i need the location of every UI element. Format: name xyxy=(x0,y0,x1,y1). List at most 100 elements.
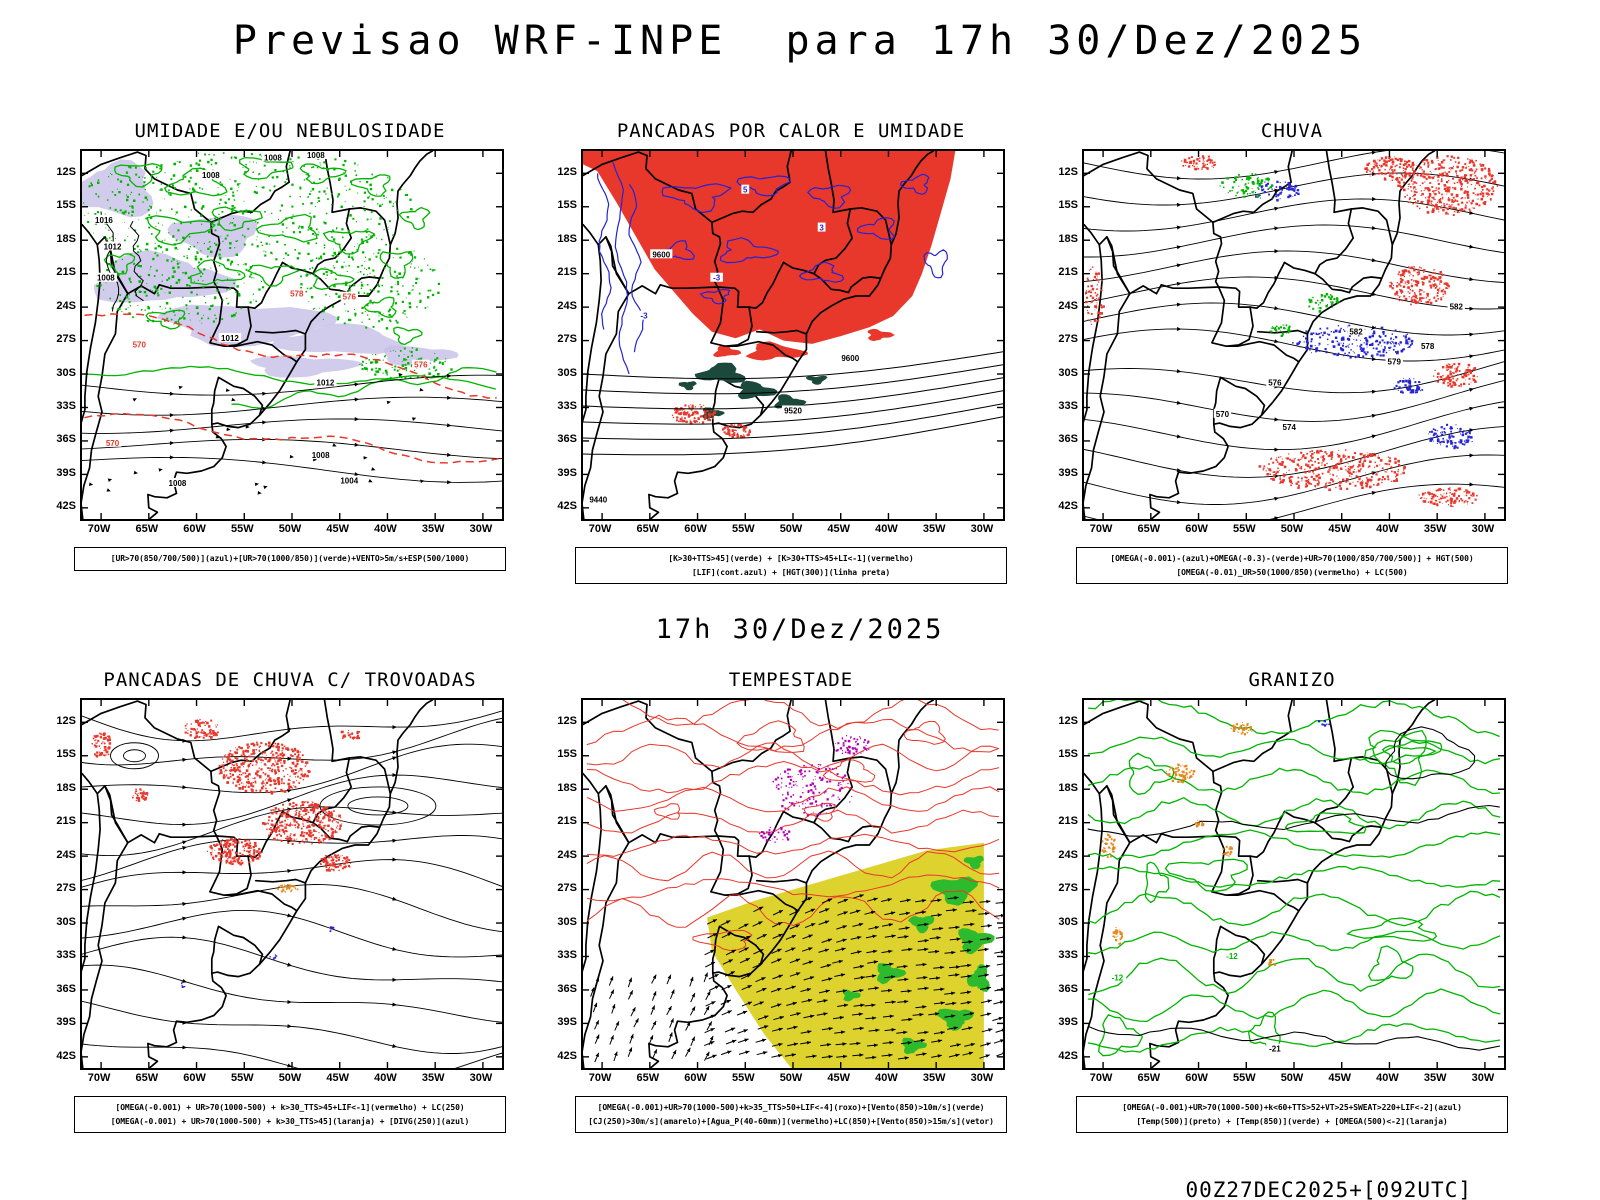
svg-text:9440: 9440 xyxy=(589,496,607,505)
lat-label: 33S xyxy=(1058,399,1078,412)
lon-label: 50W xyxy=(779,523,803,535)
lat-label: 24S xyxy=(557,848,577,861)
panel-title: TEMPESTADE xyxy=(728,669,854,692)
map-svg-tempestade xyxy=(583,700,1003,1069)
svg-text:1008: 1008 xyxy=(202,171,220,180)
lat-label: 30S xyxy=(56,366,76,379)
top-row: UMIDADE E/OU NEBULOSIDADE 1008 1008 1008 101… xyxy=(46,120,1600,585)
lat-label: 39S xyxy=(1058,1016,1078,1029)
lat-label: 12S xyxy=(56,714,76,727)
lat-label: 27S xyxy=(56,333,76,346)
map-frame: -12 -21 -12 12S 15S 18S 21S 24S 27S 30S 33S 36S 39S 4… xyxy=(1048,698,1549,1088)
lon-label: 35W xyxy=(922,1072,946,1085)
map-plot: 1008 1008 1008 1016 1012 1008 1012 1012 1008 1008… xyxy=(80,149,504,521)
map-frame: 1008 1008 1008 1016 1012 1008 1012 1012 1008 1008… xyxy=(46,149,547,539)
lat-label: 42S xyxy=(1058,500,1078,513)
lat-label: 39S xyxy=(1058,466,1078,479)
lon-label: 45W xyxy=(326,1072,350,1085)
run-info-footer: 00Z27DEC2025+[092UTC] xyxy=(1185,1178,1472,1200)
lat-label: 30S xyxy=(557,915,577,928)
map-frame: 12S 15S 18S 21S 24S 27S 30S 33S 36S 39S 42S 70W 65W 6… xyxy=(547,698,1048,1088)
lat-label: 21S xyxy=(56,815,76,828)
forecast-panel-trovoadas: PANCADAS DE CHUVA C/ TROVOADAS 12S 15S 18S 2… xyxy=(46,669,547,1134)
lat-label: 15S xyxy=(557,748,577,761)
svg-text:1008: 1008 xyxy=(169,479,187,488)
lon-label: 40W xyxy=(875,523,898,535)
lon-label: 35W xyxy=(421,1072,445,1085)
lat-label: 36S xyxy=(56,982,76,995)
map-plot xyxy=(80,698,504,1071)
lon-label: 30W xyxy=(1471,1072,1495,1085)
lat-label: 15S xyxy=(1058,199,1078,212)
lat-label: 30S xyxy=(56,915,76,928)
page-title: Previsao WRF-INPE para 17h 30/Dez/2025 xyxy=(232,18,1368,64)
lon-label: 40W xyxy=(1376,1072,1399,1085)
svg-text:579: 579 xyxy=(1388,357,1402,366)
lon-label: 50W xyxy=(1280,523,1304,535)
lat-label: 33S xyxy=(1058,949,1078,962)
svg-text:582: 582 xyxy=(1349,327,1363,336)
lat-label: 18S xyxy=(1058,781,1078,794)
lon-label: 40W xyxy=(374,523,397,535)
caption-line: [K>30+TTS>45](verde) + [K>30+TTS>45+LI<-… xyxy=(668,554,914,563)
lat-label: 27S xyxy=(1058,882,1078,895)
svg-text:578: 578 xyxy=(290,289,304,298)
forecast-subtitle: 17h 30/Dez/2025 xyxy=(655,614,945,646)
svg-text:582: 582 xyxy=(1450,303,1464,312)
caption-line: [Temp(500)](preto) + [Temp(850)](verde) … xyxy=(1136,1116,1448,1126)
lat-label: 24S xyxy=(1058,299,1078,312)
caption-box: [K>30+TTS>45](verde) + [K>30+TTS>45+LI<-… xyxy=(575,547,1007,585)
svg-text:-3: -3 xyxy=(641,312,649,321)
lat-label: 12S xyxy=(557,714,577,727)
lon-label: 30W xyxy=(469,1072,493,1085)
svg-text:1008: 1008 xyxy=(307,151,325,160)
caption-line: [OMEGA(-0.001) + UR>70(1000-500) + k>30_… xyxy=(110,1116,470,1126)
lat-label: 42S xyxy=(557,500,577,513)
lon-label: 50W xyxy=(278,1072,302,1085)
lat-label: 42S xyxy=(1058,1049,1078,1062)
lat-label: 15S xyxy=(557,199,577,212)
svg-text:5: 5 xyxy=(743,186,748,195)
caption-line: [OMEGA(-0.001)+UR>70(1000-500)+k>35_TTS>… xyxy=(597,1103,985,1113)
svg-text:574: 574 xyxy=(1283,423,1297,432)
svg-text:570: 570 xyxy=(133,341,147,350)
map-plot: 9600 9600 9520 9440 5 -3 3 -3 xyxy=(581,149,1005,521)
lat-label: 15S xyxy=(56,748,76,761)
lat-label: 30S xyxy=(1058,915,1078,928)
panel-title: PANCADAS DE CHUVA C/ TROVOADAS xyxy=(103,669,477,692)
panel-title: UMIDADE E/OU NEBULOSIDADE xyxy=(134,120,446,142)
lat-label: 39S xyxy=(557,1016,577,1029)
lat-label: 21S xyxy=(1058,266,1078,279)
lat-label: 18S xyxy=(56,232,76,245)
lat-label: 18S xyxy=(557,781,577,794)
svg-text:576: 576 xyxy=(1268,379,1282,388)
lat-label: 30S xyxy=(557,366,577,379)
lat-label: 12S xyxy=(56,165,76,178)
caption-box: [OMEGA(-0.001)-(azul)+OMEGA(-0.3)-(verde… xyxy=(1076,547,1508,585)
lat-label: 27S xyxy=(1058,333,1078,346)
lat-label: 27S xyxy=(557,882,577,895)
lon-label: 70W xyxy=(87,523,111,535)
lon-label: 70W xyxy=(87,1072,111,1085)
lon-label: 40W xyxy=(374,1072,397,1085)
lat-label: 18S xyxy=(557,232,577,245)
svg-text:1012: 1012 xyxy=(221,334,239,343)
map-svg-umidade: 1008 1008 1008 1016 1012 1008 1012 1012 1008 1008… xyxy=(82,151,502,519)
svg-text:1016: 1016 xyxy=(95,216,113,225)
panels-grid: UMIDADE E/OU NEBULOSIDADE 1008 1008 1008 101… xyxy=(0,120,1600,1134)
lat-label: 33S xyxy=(557,399,577,412)
lat-label: 24S xyxy=(557,299,577,312)
map-svg-trovoadas xyxy=(82,700,502,1069)
lon-label: 65W xyxy=(135,523,159,535)
lat-label: 33S xyxy=(557,949,577,962)
svg-text:578: 578 xyxy=(1421,342,1435,351)
svg-text:1012: 1012 xyxy=(317,379,335,388)
caption-box: [OMEGA(-0.001)+UR>70(1000-500)+k>35_TTS>… xyxy=(575,1096,1007,1134)
forecast-panel-chuva: CHUVA 582 576 570 574 578 582 579 12S 15S 18S 21S 24… xyxy=(1048,120,1549,585)
lon-label: 40W xyxy=(875,1072,898,1085)
svg-text:1008: 1008 xyxy=(97,274,115,283)
lon-label: 35W xyxy=(922,523,946,535)
lon-label: 55W xyxy=(1232,1072,1256,1085)
lon-label: 45W xyxy=(1328,1072,1352,1085)
lon-label: 60W xyxy=(183,523,206,535)
